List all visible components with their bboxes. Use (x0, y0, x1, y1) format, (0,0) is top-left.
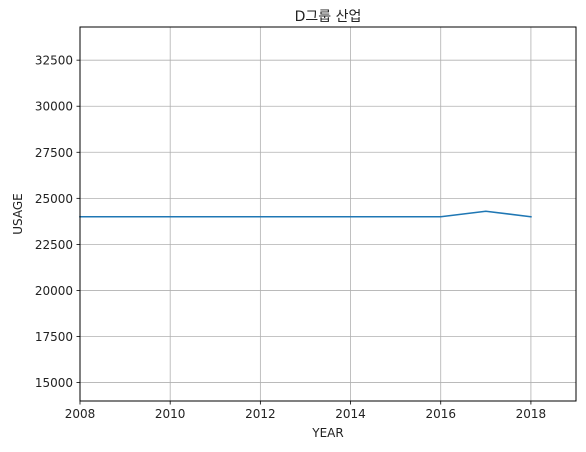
x-axis-title: YEAR (311, 426, 343, 440)
y-tick-label: 17500 (35, 330, 73, 344)
y-tick-label: 30000 (35, 100, 73, 114)
y-tick-label: 32500 (35, 54, 73, 68)
x-tick-label: 2010 (155, 407, 186, 421)
plot-area-frame (79, 26, 577, 402)
grid (79, 27, 576, 401)
y-axis-title: USAGE (11, 193, 25, 235)
x-tick-label: 2008 (65, 407, 96, 421)
series-line (79, 210, 532, 218)
series-layer (79, 210, 532, 218)
y-tick-label: 27500 (35, 146, 73, 160)
y-tick-label: 15000 (35, 376, 73, 390)
x-tick-label: 2012 (245, 407, 276, 421)
y-tick-label: 22500 (35, 238, 73, 252)
x-axis-ticks: 2008 2010 2012 2014 2016 2018 (65, 401, 546, 421)
y-axis-ticks: 15000 17500 20000 22500 25000 27500 30000 32500 (35, 54, 80, 390)
chart-title: D그룹 산업 (295, 9, 362, 25)
x-tick-label: 2016 (425, 407, 456, 421)
y-tick-label: 25000 (35, 192, 73, 206)
x-tick-label: 2014 (335, 407, 366, 421)
y-tick-label: 20000 (35, 284, 73, 298)
x-tick-label: 2018 (516, 407, 547, 421)
